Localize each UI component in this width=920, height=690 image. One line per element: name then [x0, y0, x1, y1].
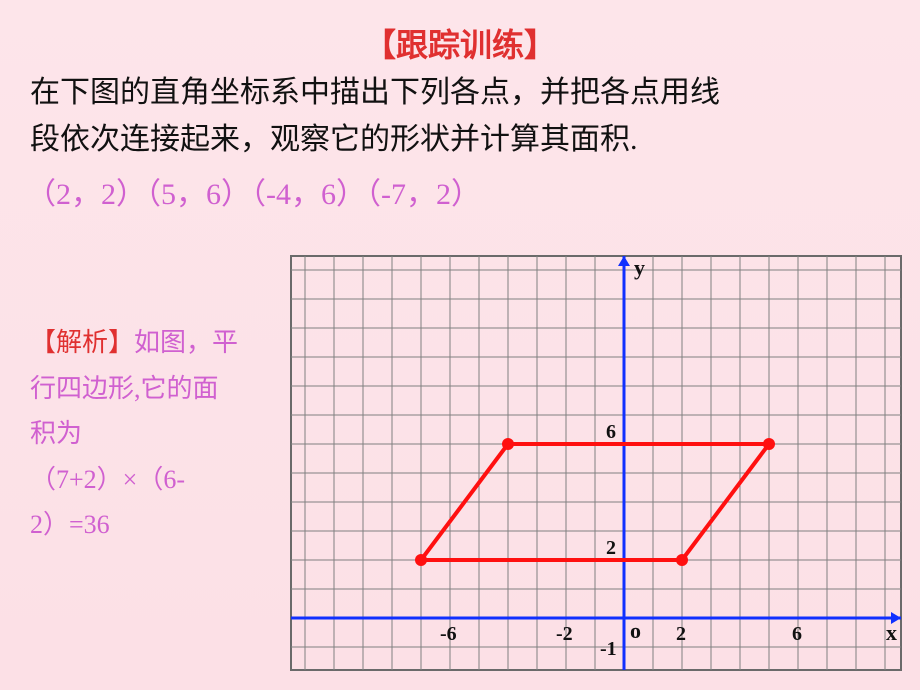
problem-text: 在下图的直角坐标系中描出下列各点，并把各点用线 段依次连接起来，观察它的形状并计… [0, 66, 920, 163]
svg-text:o: o [630, 618, 641, 643]
svg-text:y: y [634, 255, 645, 280]
svg-text:2: 2 [676, 623, 686, 645]
solution-text: 【解析】如图，平 行四边形,它的面 积为 （7+2）×（6- 2）=36 [30, 320, 260, 548]
problem-line-1: 在下图的直角坐标系中描出下列各点，并把各点用线 [30, 76, 720, 109]
points-list: （2，2）（5，6）（-4，6）（-7，2） [0, 163, 920, 213]
solution-line-3: 积为 [30, 419, 82, 448]
svg-text:2: 2 [606, 537, 616, 559]
svg-text:6: 6 [792, 623, 802, 645]
solution-line-4: （7+2）×（6- [30, 465, 185, 494]
solution-line-2: 行四边形,它的面 [30, 374, 219, 403]
svg-text:-2: -2 [556, 623, 573, 645]
solution-line-5: 2）=36 [30, 510, 110, 539]
svg-text:-1: -1 [600, 638, 617, 660]
solution-label: 【解析】 [30, 328, 134, 357]
svg-text:x: x [886, 620, 897, 645]
coordinate-chart: -6 -2 2 6 2 6 -1 x y o [290, 255, 910, 675]
svg-text:6: 6 [606, 421, 616, 443]
problem-line-2: 段依次连接起来，观察它的形状并计算其面积. [30, 123, 638, 156]
svg-text:-6: -6 [440, 623, 457, 645]
solution-line-1: 如图，平 [134, 328, 238, 357]
page-title: 【跟踪训练】 [0, 0, 920, 66]
chart-svg: -6 -2 2 6 2 6 -1 x y o [290, 255, 902, 671]
